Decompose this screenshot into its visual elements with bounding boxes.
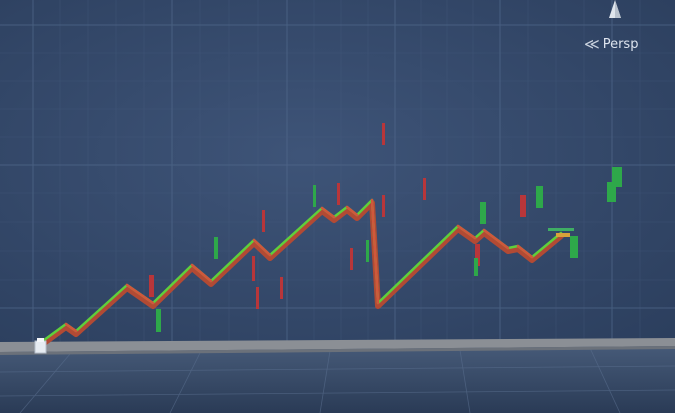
bear-marker[interactable] [520,195,526,217]
projection-toggle[interactable]: ≪ Persp [584,35,638,53]
chevron-left-icon: ≪ [584,35,600,53]
bear-marker[interactable] [382,123,385,145]
scene-backdrop [0,0,675,345]
bull-marker[interactable] [570,236,578,258]
end-marker-label [548,228,574,237]
ground-strip-edge [0,346,675,355]
ground-strip [0,338,675,352]
falling-segments [64,198,534,333]
start-object[interactable] [34,338,47,354]
marker-set [149,123,622,332]
bull-marker[interactable] [156,309,161,332]
bull-marker[interactable] [474,258,478,276]
bear-marker[interactable] [382,195,385,217]
bull-marker[interactable] [214,237,218,259]
bull-marker[interactable] [612,167,622,187]
price-path-shadow [37,200,564,349]
projection-label: Persp [602,36,639,52]
bear-marker[interactable] [280,277,283,299]
bear-marker[interactable] [262,210,265,232]
bear-marker[interactable] [475,244,480,266]
bull-marker[interactable] [366,240,369,262]
bull-marker[interactable] [536,186,543,208]
price-path [37,198,564,349]
bear-marker[interactable] [423,178,426,200]
bear-marker[interactable] [350,248,353,270]
axis-cone-icon[interactable] [607,0,623,20]
floor-grid [0,347,675,413]
bear-marker[interactable] [337,183,340,205]
bear-marker[interactable] [252,256,255,281]
bull-marker[interactable] [480,202,486,224]
bull-marker[interactable] [607,182,616,202]
bear-marker[interactable] [256,287,259,309]
bear-marker[interactable] [149,275,154,297]
floor-plane [0,346,675,413]
bull-marker[interactable] [313,185,316,207]
